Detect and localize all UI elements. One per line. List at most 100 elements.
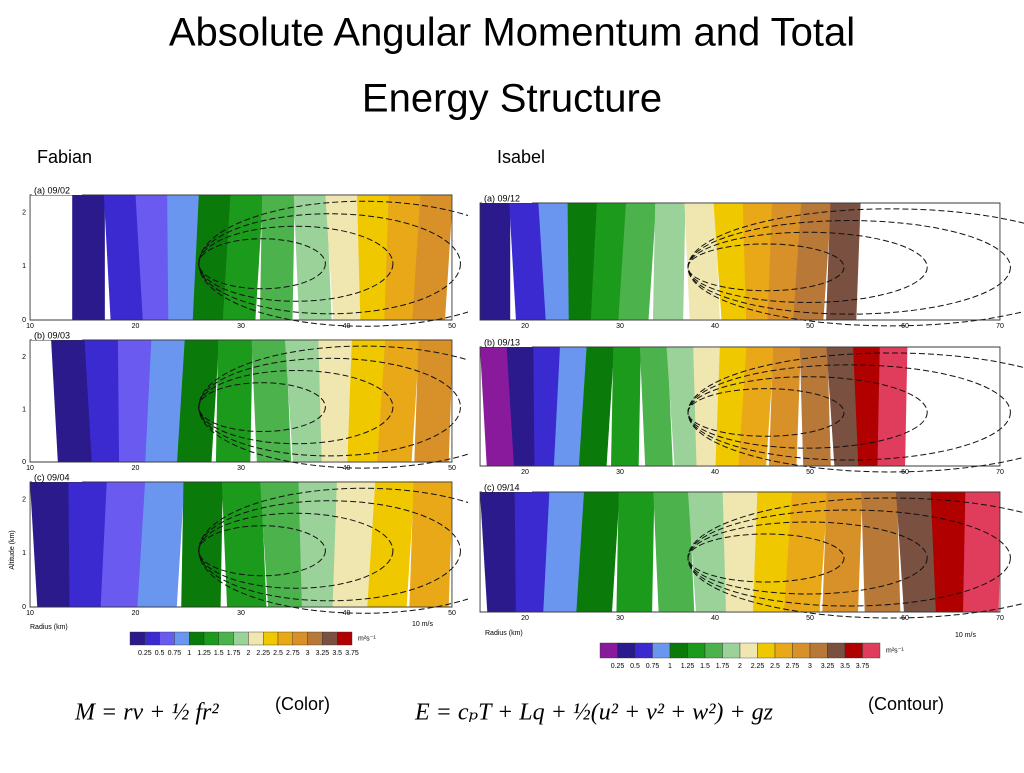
contour-band xyxy=(135,195,176,320)
contour-band xyxy=(68,482,109,607)
colorbar-unit: m²s⁻¹ xyxy=(886,647,904,654)
colorbar-label: 3.25 xyxy=(316,650,330,657)
color-swatch xyxy=(263,631,279,646)
color-swatch xyxy=(129,631,146,646)
colorbar-label: 2.75 xyxy=(786,663,800,670)
colorbar-label: 2.25 xyxy=(751,663,765,670)
y-tick-label: 0 xyxy=(22,459,26,466)
contour-band xyxy=(611,347,641,466)
color-swatch xyxy=(634,642,653,659)
color-swatch xyxy=(722,642,741,659)
contour-band xyxy=(347,340,387,462)
x-tick-label: 60 xyxy=(901,615,909,622)
panel-clip xyxy=(18,340,30,462)
contour-band xyxy=(768,347,801,466)
contour-band xyxy=(318,340,357,462)
y-tick-label: 1 xyxy=(22,406,26,413)
color-swatch xyxy=(774,642,793,659)
colorbar-label: 0.75 xyxy=(168,650,182,657)
contour-band xyxy=(103,195,144,320)
contour-band xyxy=(684,203,720,320)
color-swatch xyxy=(248,631,264,646)
x-tick-label: 50 xyxy=(806,323,814,330)
x-tick-label: 10 xyxy=(26,465,34,472)
contour-band xyxy=(578,347,615,466)
color-swatch xyxy=(277,631,294,646)
y-tick-label: 0 xyxy=(22,317,26,324)
colorbar-label: 3.25 xyxy=(821,663,835,670)
colorbar-label: 3.5 xyxy=(840,663,850,670)
color-swatch xyxy=(292,631,308,646)
x-tick-label: 50 xyxy=(448,323,456,330)
panel-border xyxy=(479,202,1001,321)
contour-band xyxy=(260,482,308,607)
x-tick-label: 20 xyxy=(521,323,529,330)
equation: E = cₚT + Lq + ½(u² + v² + w²) + gz xyxy=(414,700,774,726)
axis-label: Altitude (km) xyxy=(9,530,16,569)
label-bg xyxy=(32,332,82,340)
x-tick-label: 70 xyxy=(996,615,1004,622)
color-swatch xyxy=(337,631,353,646)
contour-band xyxy=(567,203,599,320)
panel-clip xyxy=(468,347,480,466)
y-tick-label: 0 xyxy=(22,604,26,611)
colorbar-label: 3 xyxy=(306,650,310,657)
contour-band xyxy=(666,347,703,466)
panel-label: (c) 09/14 xyxy=(484,482,520,492)
color-swatch xyxy=(174,631,190,646)
contour-band xyxy=(325,195,366,320)
panel-border xyxy=(29,194,453,321)
contour-band xyxy=(715,347,748,466)
colorbar-label: 0.5 xyxy=(155,650,165,657)
contour-band xyxy=(930,492,972,612)
x-tick-label: 20 xyxy=(521,469,529,476)
panel-clip xyxy=(468,492,480,612)
contour-band xyxy=(293,195,332,320)
contour-band xyxy=(506,347,542,466)
colorbar-label: 1.5 xyxy=(700,663,710,670)
contour-band xyxy=(693,347,725,466)
color-swatch xyxy=(599,642,618,659)
section-label: Isabel xyxy=(497,147,545,167)
x-tick-label: 40 xyxy=(343,610,351,617)
contour-band xyxy=(480,492,523,612)
x-tick-label: 40 xyxy=(711,323,719,330)
y-tick-label: 1 xyxy=(22,550,26,557)
x-tick-label: 70 xyxy=(996,323,1004,330)
panel-label: (c) 09/04 xyxy=(34,472,70,482)
x-tick-label: 50 xyxy=(806,469,814,476)
x-tick-label: 30 xyxy=(616,615,624,622)
colorbar-label: 1.75 xyxy=(227,650,241,657)
colorbar-label: 1 xyxy=(668,663,672,670)
x-tick-label: 50 xyxy=(448,465,456,472)
colorbar-label: 0.25 xyxy=(611,663,625,670)
contour-band xyxy=(509,203,547,320)
y-tick-label: 1 xyxy=(22,263,26,270)
x-tick-label: 20 xyxy=(521,615,529,622)
contour-band xyxy=(826,203,861,320)
colorbar-label: 3.75 xyxy=(856,663,870,670)
section-label: Fabian xyxy=(37,147,92,167)
contour-band xyxy=(137,482,185,607)
colorbar-label: 0.75 xyxy=(646,663,660,670)
equation-note: (Color) xyxy=(275,694,330,714)
equation: M = rv + ½ fr² xyxy=(74,700,219,726)
contour-band xyxy=(639,347,673,466)
x-tick-label: 20 xyxy=(132,465,140,472)
x-tick-label: 10 xyxy=(26,323,34,330)
colorbar-label: 3.5 xyxy=(332,650,342,657)
x-tick-label: 60 xyxy=(901,323,909,330)
energy-contour xyxy=(687,243,845,292)
panel-border xyxy=(479,491,1001,613)
label-bg xyxy=(482,339,532,347)
contour-band xyxy=(377,340,420,462)
contour-band xyxy=(145,340,186,462)
contour-band xyxy=(409,482,453,607)
contour-band xyxy=(117,340,154,462)
contour-band xyxy=(590,203,627,320)
x-tick-label: 50 xyxy=(448,610,456,617)
color-swatch xyxy=(827,642,846,659)
x-tick-label: 20 xyxy=(132,323,140,330)
contour-band xyxy=(896,492,940,612)
contour-band xyxy=(538,203,576,320)
